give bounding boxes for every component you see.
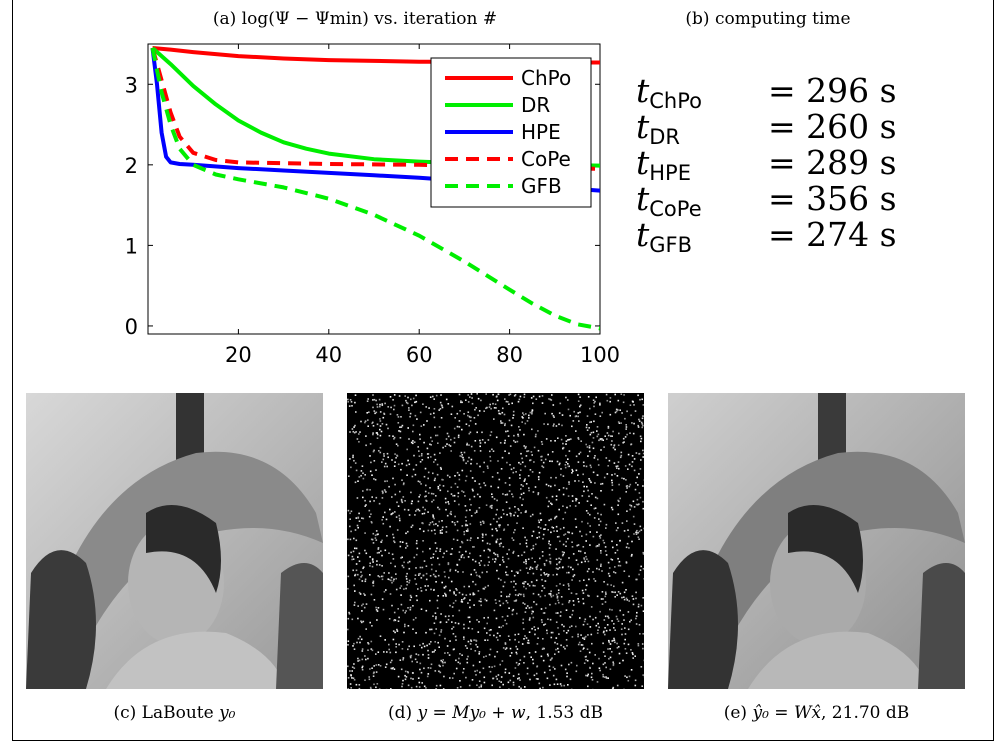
computing-time-table: tChPo = 296 s tDR = 260 s tHPE = 289 s t… — [636, 73, 976, 253]
time-row-chpo: tChPo = 296 s — [636, 73, 976, 109]
time-symbol: tGFB — [636, 217, 692, 263]
time-sub-gfb: GFB — [649, 233, 692, 257]
caption-e-label: (e) — [724, 703, 747, 723]
x-tick-label: 20 — [225, 343, 252, 367]
time-row-gfb: tGFB = 274 s — [636, 217, 976, 253]
caption-c-math: y₀ — [219, 703, 235, 723]
caption-d: (d) y = My₀ + w, 1.53 dB — [347, 703, 644, 723]
time-t: t — [636, 143, 649, 182]
convergence-chart: 20 40 60 80 100 0 1 2 3 ChPo DR HPE CoPe GFB — [0, 0, 640, 385]
time-value-cope: = 356 s — [768, 181, 897, 217]
legend-label-gfb: GFB — [521, 174, 562, 198]
time-value-hpe: = 289 s — [768, 145, 897, 181]
time-row-hpe: tHPE = 289 s — [636, 145, 976, 181]
time-t: t — [636, 179, 649, 218]
x-tick-label: 40 — [315, 343, 342, 367]
original-image — [26, 393, 323, 689]
caption-d-math: y = My₀ + w — [418, 703, 526, 723]
y-tick-label: 0 — [125, 315, 138, 339]
caption-e-snr: , 21.70 dB — [821, 703, 909, 723]
y-tick-label: 3 — [125, 73, 138, 97]
legend-label-hpe: HPE — [521, 120, 561, 144]
caption-d-label: (d) — [388, 703, 412, 723]
caption-c: (c) LaBoute y₀ — [26, 703, 323, 723]
legend-label-dr: DR — [521, 93, 550, 117]
caption-e: (e) ŷ₀ = Wx̂, 21.70 dB — [668, 703, 965, 723]
time-t: t — [636, 71, 649, 110]
caption-e-math: ŷ₀ = Wx̂ — [752, 703, 821, 723]
legend-label-chpo: ChPo — [521, 66, 571, 90]
time-row-dr: tDR = 260 s — [636, 109, 976, 145]
time-t: t — [636, 215, 649, 254]
plot-area: 20 40 60 80 100 0 1 2 3 ChPo DR HPE CoPe GFB — [125, 44, 620, 367]
legend-label-cope: CoPe — [521, 147, 571, 171]
time-value-dr: = 260 s — [768, 109, 897, 145]
x-tick-label: 100 — [580, 343, 620, 367]
caption-b-text: (b) computing time — [685, 9, 850, 29]
time-value-gfb: = 274 s — [768, 217, 897, 253]
caption-c-label: (c) LaBoute — [113, 703, 213, 723]
restored-image — [668, 393, 965, 689]
time-t: t — [636, 107, 649, 146]
x-tick-label: 80 — [496, 343, 523, 367]
caption-b: (b) computing time — [668, 9, 868, 29]
y-tick-label: 2 — [125, 154, 138, 178]
y-tick-label: 1 — [125, 234, 138, 258]
caption-d-snr: , 1.53 dB — [526, 703, 603, 723]
time-value-chpo: = 296 s — [768, 73, 897, 109]
degraded-image — [347, 393, 644, 689]
x-tick-label: 60 — [406, 343, 433, 367]
time-row-cope: tCoPe = 356 s — [636, 181, 976, 217]
